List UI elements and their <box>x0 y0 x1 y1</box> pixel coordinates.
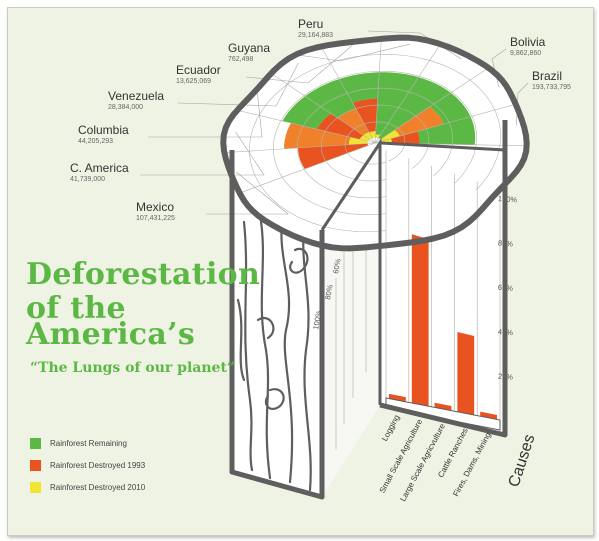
legend-swatch-destroyed-1993 <box>30 459 41 471</box>
front-scale-tick: 80% <box>323 284 335 301</box>
country-population-bolivia: 9,862,860 <box>510 50 541 57</box>
legend-swatch-destroyed-2010 <box>30 481 41 493</box>
ring-destroyed-1993-venezuela <box>337 108 370 136</box>
ring-destroyed-1993-c-america <box>284 123 351 149</box>
front-scale-tick: 60% <box>331 258 343 275</box>
wedge-divider <box>225 142 376 153</box>
bark-line <box>236 298 246 382</box>
bar-fires-dams-mining <box>480 411 497 420</box>
bar-large-scale-agricvulture <box>434 402 452 411</box>
stump-cut-top-edge <box>379 141 506 152</box>
bar-logging <box>389 393 406 402</box>
ring-remaining-venezuela <box>305 78 356 118</box>
leader-line-peru <box>367 30 462 60</box>
bark-texture <box>236 213 312 492</box>
stump-left-outline <box>229 150 325 500</box>
title-line-1: Deforestation <box>26 257 261 292</box>
ring-remaining-brazil <box>417 116 476 145</box>
country-population-mexico: 107,431,225 <box>136 215 175 222</box>
wedge-divider <box>270 72 376 144</box>
bark-line <box>258 213 272 480</box>
bark-line <box>280 220 294 484</box>
bar-panel-surface <box>386 160 500 420</box>
bar-small-scale-agriculture <box>411 234 429 407</box>
ring-remaining-peru <box>378 77 451 140</box>
country-label-c-america: C. America <box>70 161 129 175</box>
leader-line-c-america <box>140 131 265 176</box>
wedge-divider <box>374 37 382 144</box>
country-population-c-america: 41,739,000 <box>70 176 105 183</box>
legend-item-destroyed-1993: Rainforest Destroyed 1993 <box>30 454 145 476</box>
legend-swatch-remaining <box>30 437 41 449</box>
country-population-brazil: 193,733,795 <box>532 84 571 91</box>
bark-line <box>264 388 285 411</box>
ring-destroyed-1993-brazil <box>390 131 420 144</box>
wedge-divider <box>321 47 376 144</box>
legend-item-destroyed-2010: Rainforest Destroyed 2010 <box>30 476 145 498</box>
title-line-2: of the <box>26 291 126 326</box>
country-label-ecuador: Ecuador <box>176 63 221 77</box>
legend-label: Rainforest Remaining <box>50 438 127 448</box>
country-label-guyana: Guyana <box>228 41 270 55</box>
wedge-divider <box>374 44 441 144</box>
legend-item-remaining: Rainforest Remaining <box>30 432 145 454</box>
ring-destroyed-1993-bolivia <box>394 106 445 137</box>
stump-outline <box>220 34 530 500</box>
country-label-bolivia: Bolivia <box>510 35 546 49</box>
bark-line <box>302 226 312 492</box>
ring-destroyed-2010-venezuela <box>363 132 373 140</box>
country-population-venezuela: 28,384,000 <box>108 104 143 111</box>
leader-line-venezuela <box>177 62 299 107</box>
wedge-divider <box>374 103 518 144</box>
country-label-peru: Peru <box>298 17 323 31</box>
cause-label-large-scale-agricvulture: Large Scale Agricvulture <box>398 422 447 503</box>
legend-label: Rainforest Destroyed 1993 <box>50 460 146 470</box>
stump-right-outline <box>379 120 508 438</box>
ring-remaining-columbia <box>282 96 331 130</box>
country-leader-lines <box>140 30 529 215</box>
ring-destroyed-1993-mexico <box>297 143 369 169</box>
ring-remaining-ecuador <box>339 72 380 103</box>
ring-destroyed-1993-ecuador <box>352 98 378 133</box>
bar-x-axis-title: Causes <box>506 432 539 489</box>
legend-label: Rainforest Destroyed 2010 <box>50 482 146 492</box>
ring-destroyed-1993-columbia <box>316 113 364 140</box>
country-population-columbia: 44,205,293 <box>78 138 113 145</box>
ring-destroyed-2010-bolivia <box>380 129 400 142</box>
country-label-brazil: Brazil <box>532 69 562 83</box>
bark-line <box>256 317 275 340</box>
ring-remaining-bolivia <box>429 92 471 124</box>
country-population-ecuador: 13,625,069 <box>176 78 211 85</box>
cause-label-logging: Logging <box>380 413 401 442</box>
ring-destroyed-2010-c-america <box>348 137 369 145</box>
bar-cattle-ranches <box>457 331 475 416</box>
title-line-3: America’s <box>26 317 196 352</box>
bar-y-tick: 100% <box>498 194 518 204</box>
wedge-divider <box>238 142 376 194</box>
wedge-divider <box>374 67 489 144</box>
ring-destroyed-2010-ecuador <box>369 131 376 139</box>
legend: Rainforest Remaining Rainforest Destroye… <box>30 432 145 498</box>
bark-line <box>289 247 309 274</box>
stump-top-outline <box>220 34 530 252</box>
country-label-columbia: Columbia <box>78 123 129 137</box>
leader-line-columbia <box>148 93 263 138</box>
country-label-mexico: Mexico <box>136 200 174 214</box>
country-label-venezuela: Venezuela <box>108 89 164 103</box>
country-population-peru: 29,164,883 <box>298 32 333 39</box>
ring-destroyed-2010-guyana <box>375 134 381 139</box>
bark-line <box>242 220 254 472</box>
leader-line-guyana <box>297 43 410 62</box>
subtitle: “The Lungs of our planet” <box>30 360 235 376</box>
country-population-guyana: 762,498 <box>228 56 253 63</box>
